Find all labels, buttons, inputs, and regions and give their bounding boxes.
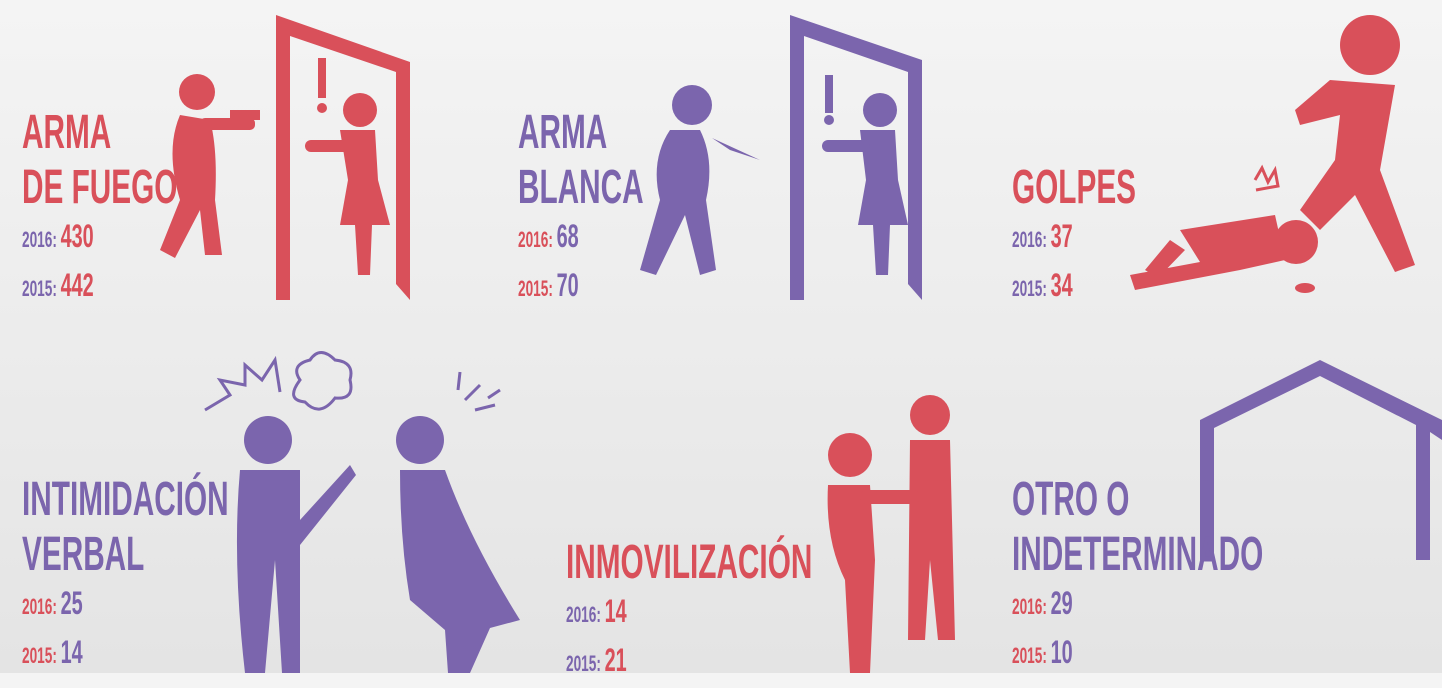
- year-label: 2015:: [566, 651, 601, 676]
- count: 442: [61, 267, 94, 303]
- count: 70: [557, 267, 579, 303]
- count: 14: [61, 634, 83, 670]
- count: 14: [605, 593, 627, 629]
- year-row: 2015:21: [566, 639, 812, 688]
- category-title: INTIMIDACIÓN: [22, 472, 229, 527]
- year-label: 2015:: [22, 276, 57, 301]
- year-row: 2015:70: [518, 264, 644, 313]
- immobilization-scene: [828, 395, 955, 673]
- year-row: 2015:442: [22, 264, 177, 313]
- hits-scene: [1130, 15, 1415, 293]
- year-label: 2016:: [1012, 227, 1047, 252]
- knife-scene: [640, 15, 922, 300]
- count: 37: [1051, 218, 1073, 254]
- count: 10: [1051, 634, 1073, 670]
- year-label: 2015:: [1012, 276, 1047, 301]
- year-row: 2016:68: [518, 215, 644, 264]
- year-row: 2016:25: [22, 582, 229, 631]
- category-title: INMOVILIZACIÓN: [566, 535, 812, 590]
- category-title: VERBAL: [22, 527, 229, 582]
- category-title: DE FUEGO: [22, 160, 177, 215]
- infographic: ARMADE FUEGO2016:4302015:442ARMABLANCA20…: [0, 0, 1442, 673]
- firearm-scene: [160, 15, 410, 300]
- year-label: 2015:: [518, 276, 553, 301]
- year-row: 2016:430: [22, 215, 177, 264]
- year-label: 2016:: [22, 594, 57, 619]
- year-row: 2016:14: [566, 590, 812, 639]
- year-label: 2015:: [1012, 643, 1047, 668]
- year-row: 2016:29: [1012, 582, 1263, 631]
- category-title: OTRO O: [1012, 472, 1263, 527]
- category-title: BLANCA: [518, 160, 644, 215]
- category-title: ARMA: [22, 105, 177, 160]
- speech-marks: [205, 353, 500, 411]
- count: 25: [61, 585, 83, 621]
- verbal-scene: [237, 416, 520, 673]
- count: 34: [1051, 267, 1073, 303]
- year-row: 2016:37: [1012, 215, 1136, 264]
- category-title: INDETERMINADO: [1012, 527, 1263, 582]
- count: 68: [557, 218, 579, 254]
- category-title: GOLPES: [1012, 160, 1136, 215]
- year-row: 2015:34: [1012, 264, 1136, 313]
- year-label: 2016:: [1012, 594, 1047, 619]
- year-label: 2016:: [566, 602, 601, 627]
- pain-mark: [1255, 168, 1278, 190]
- year-label: 2016:: [518, 227, 553, 252]
- count: 29: [1051, 585, 1073, 621]
- year-label: 2016:: [22, 227, 57, 252]
- count: 430: [61, 218, 94, 254]
- year-label: 2015:: [22, 643, 57, 668]
- category-title: ARMA: [518, 105, 644, 160]
